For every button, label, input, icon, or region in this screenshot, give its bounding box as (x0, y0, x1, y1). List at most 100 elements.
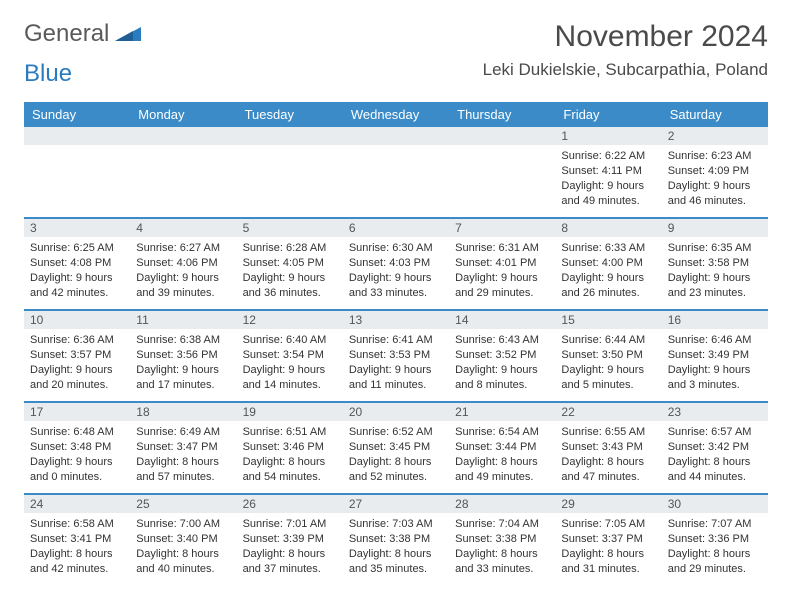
day-number: 21 (449, 403, 555, 421)
sunset-text: Sunset: 3:50 PM (561, 348, 655, 363)
sunrise-text: Sunrise: 6:38 AM (136, 333, 230, 348)
daylight-text: Daylight: 9 hours and 11 minutes. (349, 363, 443, 393)
sunrise-text: Sunrise: 6:22 AM (561, 149, 655, 164)
day-number: 26 (237, 495, 343, 513)
daylight-text: Daylight: 8 hours and 40 minutes. (136, 547, 230, 577)
day-number (237, 127, 343, 145)
week-number-row: 10111213141516 (24, 309, 768, 329)
sunrise-text: Sunrise: 6:49 AM (136, 425, 230, 440)
calendar-cell: Sunrise: 6:49 AMSunset: 3:47 PMDaylight:… (130, 421, 236, 493)
cell-text: Sunrise: 6:41 AMSunset: 3:53 PMDaylight:… (347, 331, 445, 392)
calendar-cell: Sunrise: 6:57 AMSunset: 3:42 PMDaylight:… (662, 421, 768, 493)
calendar-cell: Sunrise: 6:40 AMSunset: 3:54 PMDaylight:… (237, 329, 343, 401)
cell-text: Sunrise: 6:22 AMSunset: 4:11 PMDaylight:… (559, 147, 657, 208)
calendar-cell: Sunrise: 6:35 AMSunset: 3:58 PMDaylight:… (662, 237, 768, 309)
sunset-text: Sunset: 3:49 PM (668, 348, 762, 363)
sunrise-text: Sunrise: 6:57 AM (668, 425, 762, 440)
calendar-cell: Sunrise: 6:23 AMSunset: 4:09 PMDaylight:… (662, 145, 768, 217)
daylight-text: Daylight: 9 hours and 17 minutes. (136, 363, 230, 393)
day-number: 4 (130, 219, 236, 237)
dayhead-sat: Saturday (662, 102, 768, 127)
cell-text: Sunrise: 6:33 AMSunset: 4:00 PMDaylight:… (559, 239, 657, 300)
day-number: 25 (130, 495, 236, 513)
sunrise-text: Sunrise: 6:30 AM (349, 241, 443, 256)
daylight-text: Daylight: 9 hours and 0 minutes. (30, 455, 124, 485)
cell-text: Sunrise: 6:23 AMSunset: 4:09 PMDaylight:… (666, 147, 764, 208)
cell-text: Sunrise: 6:35 AMSunset: 3:58 PMDaylight:… (666, 239, 764, 300)
cell-text: Sunrise: 6:36 AMSunset: 3:57 PMDaylight:… (28, 331, 126, 392)
calendar-cell: Sunrise: 7:03 AMSunset: 3:38 PMDaylight:… (343, 513, 449, 585)
calendar-cell: Sunrise: 6:28 AMSunset: 4:05 PMDaylight:… (237, 237, 343, 309)
day-header-row: Sunday Monday Tuesday Wednesday Thursday… (24, 102, 768, 127)
cell-text: Sunrise: 6:38 AMSunset: 3:56 PMDaylight:… (134, 331, 232, 392)
dayhead-sun: Sunday (24, 102, 130, 127)
day-number (343, 127, 449, 145)
sunrise-text: Sunrise: 6:23 AM (668, 149, 762, 164)
day-number: 18 (130, 403, 236, 421)
daylight-text: Daylight: 9 hours and 39 minutes. (136, 271, 230, 301)
sunset-text: Sunset: 3:56 PM (136, 348, 230, 363)
cell-text: Sunrise: 7:05 AMSunset: 3:37 PMDaylight:… (559, 515, 657, 576)
daylight-text: Daylight: 8 hours and 52 minutes. (349, 455, 443, 485)
cell-text: Sunrise: 6:57 AMSunset: 3:42 PMDaylight:… (666, 423, 764, 484)
sunrise-text: Sunrise: 6:36 AM (30, 333, 124, 348)
sunrise-text: Sunrise: 6:58 AM (30, 517, 124, 532)
calendar-cell: Sunrise: 7:07 AMSunset: 3:36 PMDaylight:… (662, 513, 768, 585)
daylight-text: Daylight: 9 hours and 3 minutes. (668, 363, 762, 393)
calendar-cell: Sunrise: 6:58 AMSunset: 3:41 PMDaylight:… (24, 513, 130, 585)
sunset-text: Sunset: 3:58 PM (668, 256, 762, 271)
sunset-text: Sunset: 4:05 PM (243, 256, 337, 271)
day-number: 29 (555, 495, 661, 513)
week-number-row: 3456789 (24, 217, 768, 237)
calendar-cell: Sunrise: 6:41 AMSunset: 3:53 PMDaylight:… (343, 329, 449, 401)
week-row: Sunrise: 6:22 AMSunset: 4:11 PMDaylight:… (24, 145, 768, 217)
day-number: 6 (343, 219, 449, 237)
dayhead-wed: Wednesday (343, 102, 449, 127)
sunset-text: Sunset: 3:45 PM (349, 440, 443, 455)
calendar-cell: Sunrise: 6:44 AMSunset: 3:50 PMDaylight:… (555, 329, 661, 401)
cell-text: Sunrise: 6:40 AMSunset: 3:54 PMDaylight:… (241, 331, 339, 392)
calendar-cell: Sunrise: 6:55 AMSunset: 3:43 PMDaylight:… (555, 421, 661, 493)
sunset-text: Sunset: 3:40 PM (136, 532, 230, 547)
sunset-text: Sunset: 3:39 PM (243, 532, 337, 547)
calendar-cell (449, 145, 555, 217)
cell-text: Sunrise: 7:03 AMSunset: 3:38 PMDaylight:… (347, 515, 445, 576)
day-number: 3 (24, 219, 130, 237)
daylight-text: Daylight: 8 hours and 42 minutes. (30, 547, 124, 577)
daylight-text: Daylight: 9 hours and 20 minutes. (30, 363, 124, 393)
sunset-text: Sunset: 4:01 PM (455, 256, 549, 271)
week-row: Sunrise: 6:58 AMSunset: 3:41 PMDaylight:… (24, 513, 768, 585)
calendar-cell (237, 145, 343, 217)
sunset-text: Sunset: 3:37 PM (561, 532, 655, 547)
day-number: 24 (24, 495, 130, 513)
calendar-cell (24, 145, 130, 217)
cell-text: Sunrise: 6:27 AMSunset: 4:06 PMDaylight:… (134, 239, 232, 300)
cell-text: Sunrise: 6:44 AMSunset: 3:50 PMDaylight:… (559, 331, 657, 392)
sunrise-text: Sunrise: 7:01 AM (243, 517, 337, 532)
sunset-text: Sunset: 3:54 PM (243, 348, 337, 363)
sunset-text: Sunset: 3:57 PM (30, 348, 124, 363)
sunrise-text: Sunrise: 6:40 AM (243, 333, 337, 348)
cell-text: Sunrise: 6:55 AMSunset: 3:43 PMDaylight:… (559, 423, 657, 484)
sunrise-text: Sunrise: 6:48 AM (30, 425, 124, 440)
daylight-text: Daylight: 9 hours and 36 minutes. (243, 271, 337, 301)
sunset-text: Sunset: 3:52 PM (455, 348, 549, 363)
day-number: 8 (555, 219, 661, 237)
sunset-text: Sunset: 4:11 PM (561, 164, 655, 179)
logo-text-general: General (24, 20, 109, 48)
dayhead-mon: Monday (130, 102, 236, 127)
logo-text-blue: Blue (24, 60, 72, 88)
daylight-text: Daylight: 8 hours and 44 minutes. (668, 455, 762, 485)
week-row: Sunrise: 6:48 AMSunset: 3:48 PMDaylight:… (24, 421, 768, 493)
sunrise-text: Sunrise: 6:44 AM (561, 333, 655, 348)
day-number: 22 (555, 403, 661, 421)
day-number: 17 (24, 403, 130, 421)
daylight-text: Daylight: 9 hours and 26 minutes. (561, 271, 655, 301)
day-number: 16 (662, 311, 768, 329)
day-number: 19 (237, 403, 343, 421)
calendar-cell: Sunrise: 7:05 AMSunset: 3:37 PMDaylight:… (555, 513, 661, 585)
daylight-text: Daylight: 9 hours and 42 minutes. (30, 271, 124, 301)
cell-text: Sunrise: 6:28 AMSunset: 4:05 PMDaylight:… (241, 239, 339, 300)
cell-text: Sunrise: 7:01 AMSunset: 3:39 PMDaylight:… (241, 515, 339, 576)
sunset-text: Sunset: 3:38 PM (349, 532, 443, 547)
